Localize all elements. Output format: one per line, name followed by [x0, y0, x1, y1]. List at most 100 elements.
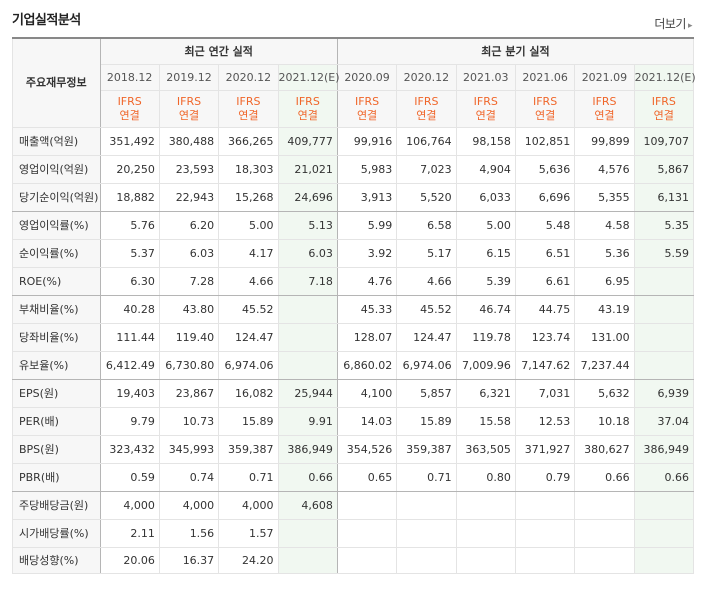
row-label: 당좌비율(%) [12, 322, 101, 352]
table-cell: 7,023 [396, 154, 457, 184]
table-row: 매출액(억원) 351,492 380,488 366,265 409,777 99,91… [12, 126, 695, 156]
table-cell: 6.15 [455, 238, 516, 268]
accounting-basis-header: IFRS 연결 [99, 89, 160, 128]
accounting-basis-header: IFRS 연결 [455, 89, 516, 128]
table-cell: 23,593 [158, 154, 220, 184]
table-cell [633, 490, 695, 520]
table-cell: 6,974.06 [218, 350, 279, 380]
table-row: ROE(%) 6.30 7.28 4.66 7.18 4.76 4.66 5.39 6.61 6.… [12, 266, 695, 296]
table-cell: 5,857 [396, 378, 457, 408]
accounting-basis-header: IFRS 연결 [633, 89, 695, 128]
row-label: 영업이익(억원) [12, 154, 101, 184]
row-label: PBR(배) [12, 462, 101, 492]
ifrs-label: IFRS [532, 94, 558, 108]
table-cell: 10.18 [574, 406, 635, 436]
table-cell: 102,851 [514, 126, 576, 156]
accounting-basis-header: IFRS 연결 [218, 89, 279, 128]
table-cell [277, 350, 338, 380]
table-cell: 386,949 [277, 434, 338, 464]
more-link[interactable]: 더보기 ▸ [654, 15, 692, 32]
table-cell [336, 546, 398, 574]
consolidated-label: 연결 [356, 108, 378, 122]
table-cell: 6,939 [633, 378, 695, 408]
table-cell: 0.79 [514, 462, 576, 492]
table-cell [514, 490, 576, 520]
row-label: 유보율(%) [12, 350, 101, 380]
row-label: 배당성향(%) [12, 546, 101, 574]
table-cell: 366,265 [218, 126, 279, 156]
ifrs-label: IFRS [473, 94, 498, 108]
table-cell [455, 546, 516, 574]
row-label: 매출액(억원) [12, 126, 101, 156]
table-cell: 7.18 [277, 266, 338, 296]
table-cell: 20,250 [99, 154, 160, 184]
table-cell: 22,943 [158, 182, 220, 212]
table-cell: 6.51 [514, 238, 576, 268]
table-row: 유보율(%) 6,412.49 6,730.80 6,974.06 6,860.02 6,… [12, 350, 695, 380]
table-cell: 359,387 [218, 434, 279, 464]
table-cell: 4.17 [218, 238, 279, 268]
table-cell: 9.79 [99, 406, 160, 436]
section-title: 기업실적분석 [12, 13, 81, 28]
table-cell [514, 546, 576, 574]
table-cell: 119.78 [455, 322, 516, 352]
row-label: 주당배당금(원) [12, 490, 101, 520]
consolidated-label: 연결 [178, 108, 200, 122]
table-cell: 323,432 [99, 434, 160, 464]
table-cell: 380,488 [158, 126, 220, 156]
consolidated-label: 연결 [594, 108, 615, 122]
row-label: 영업이익률(%) [12, 210, 101, 240]
table-cell: 6.03 [277, 238, 338, 268]
table-cell: 14.03 [336, 406, 398, 436]
table-cell [633, 546, 695, 574]
table-cell: 359,387 [396, 434, 457, 464]
consolidated-label: 연결 [297, 108, 318, 122]
period-header: 2021.12(E) [277, 63, 340, 91]
table-cell: 20.06 [99, 546, 160, 574]
row-label: 당기순이익(억원) [12, 182, 101, 212]
table-cell [277, 518, 338, 548]
row-header-title: 주요재무정보 [12, 37, 101, 128]
table-row: 당기순이익(억원) 18,882 22,943 15,268 24,696 3,913 5,… [12, 182, 695, 212]
table-cell: 4.76 [336, 266, 398, 296]
table-cell: 43.19 [574, 294, 635, 324]
accounting-basis-header: IFRS 연결 [277, 89, 338, 128]
table-cell: 354,526 [336, 434, 398, 464]
table-cell: 45.33 [336, 294, 398, 324]
table-cell: 24,696 [277, 182, 338, 212]
table-cell: 3,913 [336, 182, 398, 212]
table-cell: 5.37 [99, 238, 160, 268]
table-cell: 5.00 [455, 210, 516, 240]
table-cell [277, 322, 338, 352]
table-row: 영업이익(억원) 20,250 23,593 18,303 21,021 5,983 7,0… [12, 154, 695, 184]
table-cell: 37.04 [633, 406, 695, 436]
table-cell: 15.89 [218, 406, 279, 436]
table-cell [633, 518, 695, 548]
table-cell: 45.52 [396, 294, 457, 324]
accounting-basis-header: IFRS 연결 [514, 89, 576, 128]
table-cell: 4,000 [99, 490, 160, 520]
table-row: PBR(배) 0.59 0.74 0.71 0.66 0.65 0.71 0.80 0.79 0.… [12, 462, 695, 492]
table-cell: 128.07 [336, 322, 398, 352]
table-cell: 5.59 [633, 238, 695, 268]
table-cell [455, 490, 516, 520]
table-cell: 6.20 [158, 210, 220, 240]
period-header: 2021.09 [574, 63, 635, 91]
table-cell: 380,627 [574, 434, 635, 464]
table-cell: 6,860.02 [336, 350, 398, 380]
table-cell: 6.95 [574, 266, 635, 296]
table-cell: 19,403 [99, 378, 160, 408]
table-cell: 5.00 [218, 210, 279, 240]
table-cell: 0.66 [574, 462, 635, 492]
table-cell: 5,636 [514, 154, 576, 184]
table-cell: 111.44 [99, 322, 160, 352]
table-cell: 5.35 [633, 210, 695, 240]
table-cell: 0.59 [99, 462, 160, 492]
period-header: 2020.12 [218, 63, 279, 91]
table-cell: 6,974.06 [396, 350, 457, 380]
table-cell: 4,576 [574, 154, 635, 184]
table-cell: 18,882 [99, 182, 160, 212]
table-cell [277, 294, 338, 324]
table-cell: 15.89 [396, 406, 457, 436]
period-header: 2021.12(E) [633, 63, 696, 91]
